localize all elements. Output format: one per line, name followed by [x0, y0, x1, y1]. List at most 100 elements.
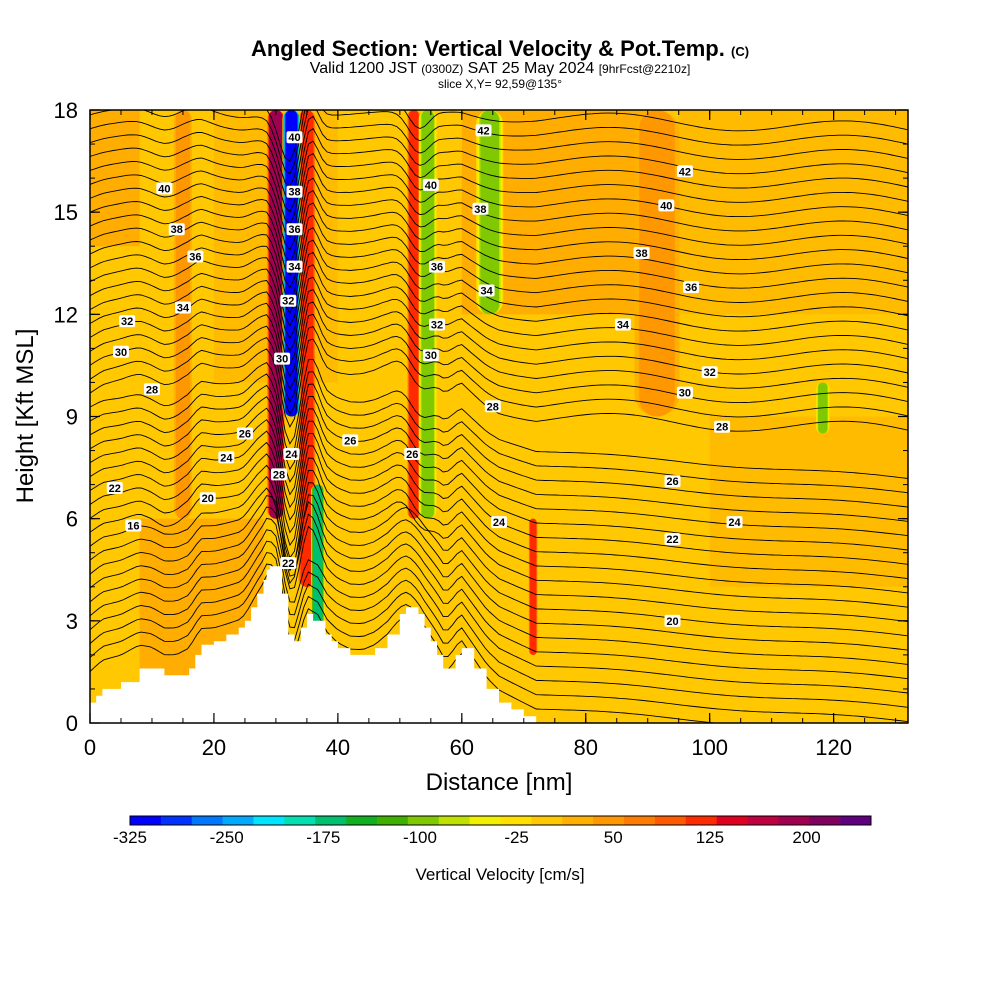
contour-label-text: 38 — [288, 187, 300, 199]
colorbar-swatch — [809, 816, 841, 825]
y-tick-label: 9 — [66, 405, 78, 430]
contour-label-text: 34 — [617, 320, 630, 332]
downdraft-band-layer — [421, 110, 434, 519]
contour-label-bg — [478, 284, 495, 297]
contour-label-text: 28 — [146, 384, 158, 396]
contour-label-text: 28 — [273, 469, 285, 481]
contour-label-bg — [283, 447, 300, 460]
chart-title: Angled Section: Vertical Velocity & Pot.… — [0, 36, 1000, 62]
contour-label-bg — [475, 124, 492, 137]
colorbar-tick-label: -100 — [403, 828, 437, 847]
contour-label: 28 — [271, 468, 288, 481]
contour-label-text: 36 — [288, 224, 300, 236]
contour-label-bg — [286, 185, 303, 198]
contour-label-text: 38 — [171, 224, 183, 236]
contour-label-text: 28 — [716, 422, 728, 434]
contour-label-bg — [472, 202, 489, 215]
pot-temp-contour — [90, 441, 908, 580]
contour-label: 22 — [106, 482, 123, 495]
contour-label-bg — [143, 383, 160, 396]
colorbar-tick-label: -25 — [504, 828, 529, 847]
pot-temp-contour — [90, 152, 908, 238]
colorbar: -325 -250 -175 -100 -25 50 125 200 — [113, 815, 872, 847]
contour-label-bg — [422, 349, 439, 362]
colorbar-swatch — [253, 816, 285, 825]
colorbar-title: Vertical Velocity [cm/s] — [415, 865, 584, 884]
x-tick-label: 40 — [326, 735, 350, 760]
field-patch — [90, 110, 140, 247]
contour-label-text: 36 — [685, 282, 697, 294]
velocity-field — [90, 110, 908, 723]
contour-label-bg — [676, 386, 693, 399]
contour-label-text: 30 — [679, 388, 691, 400]
updraft-band-layer — [641, 110, 673, 417]
contour-label: 34 — [478, 284, 495, 297]
contour-label: 26 — [236, 427, 253, 441]
pot-temp-contour — [90, 371, 908, 494]
contour-label: 24 — [283, 447, 300, 461]
colorbar-swatch — [500, 816, 532, 825]
contour-label: 24 — [491, 516, 507, 529]
contour-label: 26 — [664, 475, 681, 488]
contour-label: 24 — [218, 451, 235, 464]
contour-label: 34 — [286, 260, 303, 274]
contour-label: 34 — [614, 318, 631, 332]
contour-label: 28 — [714, 420, 731, 434]
y-tick-label: 3 — [66, 609, 78, 634]
contour-label-bg — [422, 178, 439, 191]
field-patch — [709, 416, 908, 587]
valid-prefix: Valid 1200 JST — [309, 60, 417, 77]
terrain-profile — [90, 566, 543, 723]
pot-temp-contour — [90, 227, 908, 314]
contour-label-text: 38 — [635, 248, 647, 260]
downdraft-band — [418, 110, 437, 519]
colorbar-swatch — [130, 816, 162, 825]
colorbar-tick-label: 125 — [696, 828, 724, 847]
pot-temp-contour — [90, 540, 908, 708]
x-tick-label: 0 — [84, 735, 96, 760]
colorbar-tick-label: 50 — [604, 828, 623, 847]
contour-label-text: 34 — [288, 262, 301, 274]
x-tick-label: 100 — [691, 735, 728, 760]
contour-label-bg — [280, 294, 297, 307]
contour-label-text: 32 — [282, 296, 294, 308]
colorbar-frame — [129, 815, 872, 826]
pot-temp-contour — [90, 338, 908, 432]
contour-label-text: 32 — [704, 367, 716, 379]
contour-label: 36 — [187, 250, 204, 263]
y-tick-label: 6 — [66, 507, 78, 532]
pot-temp-contour — [90, 313, 908, 404]
contour-label: 22 — [280, 556, 297, 570]
pot-temp-contour — [90, 301, 908, 390]
contour-label: 40 — [422, 178, 439, 192]
contour-label-text: 16 — [127, 520, 139, 532]
contour-label: 20 — [199, 492, 216, 505]
colorbar-swatch — [377, 816, 409, 825]
colorbar-swatch — [624, 816, 656, 825]
contour-label-bg — [701, 366, 718, 379]
contour-label: 36 — [683, 281, 700, 294]
contour-label-text: 20 — [202, 493, 214, 505]
title-text: Angled Section: Vertical Velocity & Pot.… — [250, 36, 725, 61]
pot-temp-contour — [90, 517, 908, 680]
contour-label: 38 — [168, 223, 185, 236]
colorbar-swatch — [531, 816, 563, 825]
contour-label: 42 — [676, 165, 693, 178]
contour-label-text: 22 — [666, 534, 678, 546]
contour-label: 16 — [125, 519, 142, 532]
downdraft-band-layer — [480, 110, 499, 315]
colorbar-swatch — [222, 816, 254, 825]
contour-label: 28 — [143, 383, 160, 396]
contour-labels: 1620222426283032343638403032343638402824… — [106, 124, 743, 628]
contour-label-bg — [633, 247, 650, 260]
contour-label: 40 — [156, 182, 173, 195]
contour-label: 30 — [112, 345, 129, 359]
colorbar-tick-label: -250 — [210, 828, 244, 847]
pot-temp-contour — [90, 140, 908, 226]
contour-label-bg — [286, 223, 303, 236]
contour-label-bg — [271, 468, 288, 481]
contour-label-bg — [726, 516, 743, 529]
contour-label-bg — [714, 420, 731, 433]
pot-temp-contour — [90, 552, 908, 723]
